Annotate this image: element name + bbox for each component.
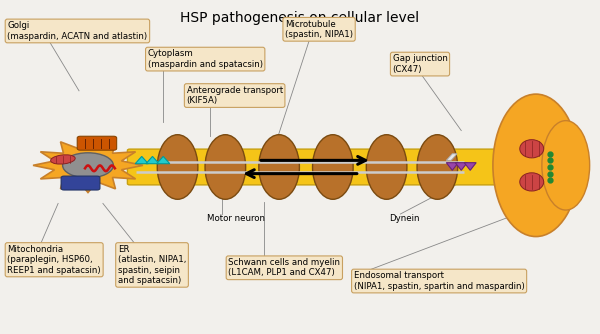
Polygon shape (464, 163, 476, 170)
Ellipse shape (62, 153, 113, 178)
FancyBboxPatch shape (127, 149, 508, 185)
Polygon shape (157, 156, 170, 164)
FancyBboxPatch shape (77, 136, 116, 150)
Ellipse shape (493, 94, 579, 236)
Polygon shape (446, 163, 458, 170)
FancyBboxPatch shape (61, 176, 100, 190)
Text: Gap junction
(CX47): Gap junction (CX47) (392, 54, 448, 74)
Polygon shape (455, 163, 467, 170)
Text: Mitochondria
(paraplegin, HSP60,
REEP1 and spatacsin): Mitochondria (paraplegin, HSP60, REEP1 a… (7, 245, 101, 275)
Text: Motor neuron: Motor neuron (208, 214, 265, 223)
Ellipse shape (520, 140, 544, 158)
Polygon shape (146, 156, 159, 164)
Polygon shape (33, 138, 143, 192)
Ellipse shape (417, 135, 458, 199)
Ellipse shape (542, 121, 590, 210)
Ellipse shape (520, 173, 544, 191)
Text: Microtubule
(spastin, NIPA1): Microtubule (spastin, NIPA1) (285, 20, 353, 39)
Ellipse shape (259, 135, 299, 199)
Polygon shape (446, 154, 457, 160)
Ellipse shape (50, 155, 75, 164)
Text: Anterograde transport
(KIF5A): Anterograde transport (KIF5A) (187, 86, 283, 105)
Text: Golgi
(maspardin, ACATN and atlastin): Golgi (maspardin, ACATN and atlastin) (7, 21, 148, 41)
Polygon shape (135, 156, 148, 164)
Text: Endosomal transport
(NIPA1, spastin, spartin and maspardin): Endosomal transport (NIPA1, spastin, spa… (354, 271, 524, 291)
Text: HSP pathogenesis on cellular level: HSP pathogenesis on cellular level (181, 11, 419, 25)
Ellipse shape (157, 135, 198, 199)
Text: Dynein: Dynein (389, 214, 420, 223)
Text: Cytoplasm
(maspardin and spatacsin): Cytoplasm (maspardin and spatacsin) (148, 49, 263, 69)
Text: Schwann cells and myelin
(L1CAM, PLP1 and CX47): Schwann cells and myelin (L1CAM, PLP1 an… (229, 258, 340, 278)
Ellipse shape (366, 135, 407, 199)
Ellipse shape (313, 135, 353, 199)
Ellipse shape (205, 135, 245, 199)
Text: ER
(atlastin, NIPA1,
spastin, seipin
and spatacsin): ER (atlastin, NIPA1, spastin, seipin and… (118, 245, 186, 285)
